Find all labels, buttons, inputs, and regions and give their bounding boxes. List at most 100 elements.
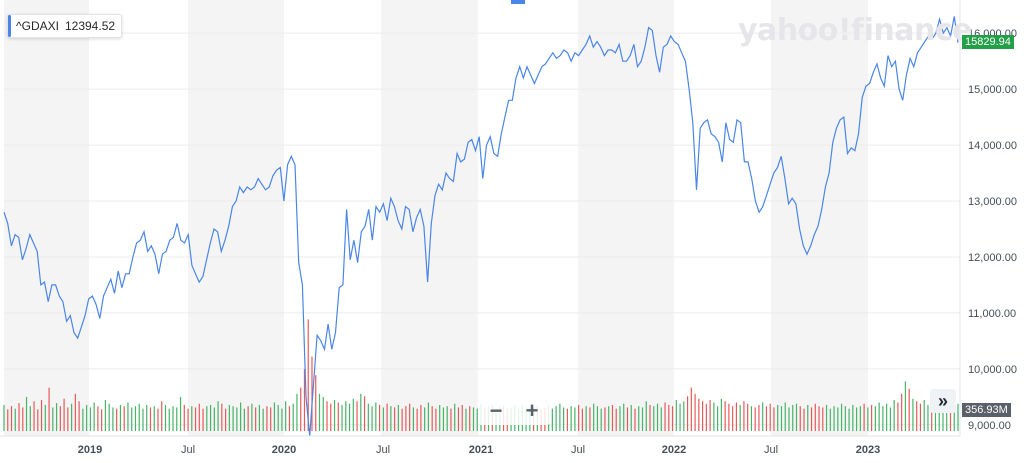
volume-bar (758, 404, 760, 431)
volume-bar (600, 408, 602, 431)
volume-bar (194, 407, 197, 431)
volume-bar (10, 406, 13, 431)
background-band (188, 0, 284, 436)
volume-bar (345, 401, 347, 431)
volume-bar (795, 403, 798, 431)
volume-bar (919, 403, 922, 431)
volume-bar (882, 406, 884, 431)
background-band (4, 0, 89, 436)
yahoo-finance-logo: yahoo!finance (738, 13, 972, 48)
volume-bar (690, 387, 692, 431)
volume-bar (108, 403, 110, 431)
volume-bar (638, 406, 640, 431)
volume-bar (206, 406, 208, 431)
volume-bar (326, 401, 328, 431)
volume-bar (300, 387, 302, 431)
volume-bar (912, 398, 914, 431)
volume-bar (649, 404, 651, 431)
year-bands (4, 0, 868, 436)
volume-bar (705, 403, 707, 431)
zoom-out-button[interactable]: − (489, 398, 503, 423)
volume-bar (608, 406, 610, 431)
volume-bar (442, 407, 445, 431)
volume-bar (837, 407, 839, 431)
volume-bar (713, 402, 715, 431)
volume-bar (641, 407, 644, 431)
volume-bar (330, 403, 332, 431)
grid-lines (4, 0, 961, 436)
volume-bar (333, 400, 336, 431)
volume-bar (735, 402, 738, 431)
scroll-handle[interactable] (511, 0, 525, 4)
volume-bar (551, 408, 553, 431)
volume-bar (67, 407, 69, 431)
volume-bar (266, 406, 268, 431)
volume-bar (630, 404, 632, 431)
volume-bar (769, 403, 771, 431)
volume-bar (296, 393, 298, 431)
volume-bar (675, 400, 677, 431)
volume-bar (777, 404, 779, 431)
volume-bar (401, 408, 403, 431)
x-tick-label: 2021 (469, 444, 493, 456)
volume-bar (363, 396, 366, 431)
x-tick-label: Jul (181, 444, 195, 456)
volume-bar (788, 407, 790, 431)
volume-bar (874, 406, 876, 431)
volume-bar (578, 404, 580, 431)
volume-bar (3, 404, 5, 431)
volume-bar (322, 396, 324, 431)
volume-bar (792, 404, 794, 431)
volume-bar (949, 402, 952, 431)
volume-bar (465, 408, 467, 431)
volume-bar (904, 381, 907, 431)
volume-bar (14, 408, 16, 431)
volume-bar (581, 408, 584, 431)
volume-bar (829, 408, 831, 431)
volume-bar (656, 403, 659, 431)
volume-bar (285, 401, 287, 431)
volume-bar (209, 404, 212, 431)
volume-bar (604, 407, 606, 431)
volume-bar (585, 406, 587, 431)
volume-bar (589, 407, 591, 431)
volume-bar (74, 393, 76, 431)
volume-bar (938, 404, 940, 431)
volume-bar (176, 407, 178, 431)
volume-bar (717, 406, 719, 431)
y-tick-label: 14,000.00 (968, 140, 1017, 152)
y-tick-label: 10,000.00 (968, 364, 1017, 376)
volume-bar (138, 403, 140, 431)
x-axis-labels: 2019 Jul 2020 Jul 2021 Jul 2022 Jul 2023 (78, 444, 880, 456)
volume-bar (191, 406, 193, 431)
volume-bar (258, 404, 261, 431)
volume-bar (653, 406, 655, 431)
volume-bar (142, 408, 144, 431)
volume-bar (803, 408, 805, 431)
volume-bar (93, 402, 95, 431)
series-color-marker (8, 15, 11, 37)
volume-bar (228, 404, 230, 431)
volume-bar (386, 403, 388, 431)
volume-bar (202, 408, 204, 431)
expand-button[interactable]: » (930, 389, 956, 413)
y-axis-labels: 16,000.0015,000.0014,000.0013,000.0012,0… (968, 28, 1017, 432)
volume-bar (852, 404, 854, 431)
volume-bar (765, 406, 768, 431)
volume-bar (378, 404, 381, 431)
volume-bar (198, 403, 200, 431)
volume-bar (273, 402, 276, 431)
volume-bar (934, 407, 937, 431)
price-line (3, 16, 959, 437)
zoom-in-button[interactable]: + (525, 398, 539, 423)
volume-bar (262, 408, 264, 431)
volume-bar (893, 400, 895, 431)
volume-bar (799, 406, 801, 431)
volume-bar (780, 406, 783, 431)
volume-bar (671, 406, 674, 431)
ticker-legend: ^GDAXI 12394.52 (7, 14, 123, 38)
volume-bar (82, 408, 84, 431)
volume-bar (213, 407, 215, 431)
volume-bar (104, 400, 107, 431)
